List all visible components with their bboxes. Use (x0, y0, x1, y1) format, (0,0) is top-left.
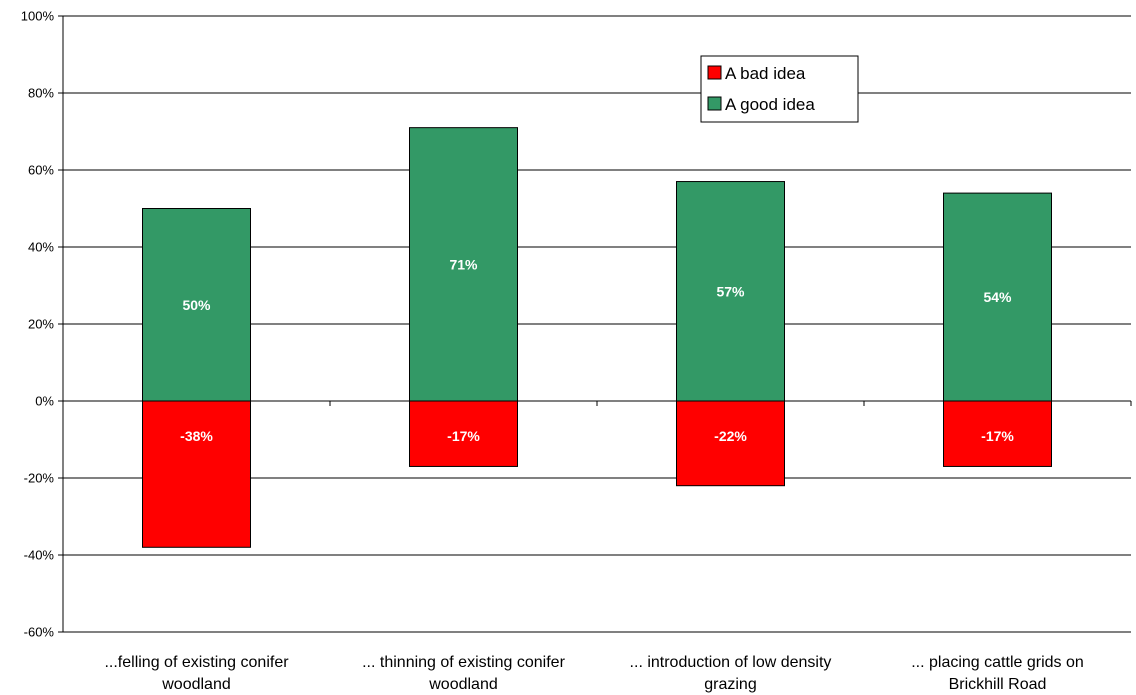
bar-bad-idea (943, 400, 1052, 467)
category-label: woodland (428, 676, 498, 693)
bar-bad-idea (409, 400, 518, 467)
data-label: -38% (180, 428, 213, 444)
labels: -60% -40% -20% 0% 20% 40% 60% 80% 100% -38% -17% -2… (21, 9, 1084, 694)
data-label: 54% (983, 289, 1012, 305)
bar-good-idea (676, 181, 785, 402)
legend: A bad idea A good idea (700, 55, 859, 123)
bar-good-idea (142, 208, 251, 402)
bar-good-idea (943, 192, 1052, 402)
category-label: Brickhill Road (949, 676, 1047, 693)
category-label: woodland (161, 676, 231, 693)
legend-swatch-bad-idea (707, 65, 722, 80)
y-tick-label: -60% (24, 625, 55, 640)
category-label: ...felling of existing conifer (104, 654, 289, 671)
data-label: -17% (981, 428, 1014, 444)
data-label: -22% (714, 428, 747, 444)
y-tick-label: 80% (28, 86, 54, 101)
axes (58, 15, 1132, 633)
bars (142, 127, 1052, 548)
y-tick-label: -40% (24, 548, 55, 563)
data-label: 71% (449, 256, 478, 272)
y-tick-label: 100% (21, 9, 55, 24)
legend-label: A bad idea (725, 64, 806, 83)
y-tick-label: 60% (28, 163, 54, 178)
data-label: -17% (447, 428, 480, 444)
y-tick-label: 20% (28, 317, 54, 332)
y-tick-label: 0% (35, 394, 54, 409)
y-tick-label: -20% (24, 471, 55, 486)
category-label: ... placing cattle grids on (911, 654, 1084, 671)
legend-box (700, 55, 859, 123)
category-label: ... introduction of low density (630, 654, 832, 671)
bar-good-idea (409, 127, 518, 402)
legend-label: A good idea (725, 95, 815, 114)
legend-swatch-good-idea (707, 96, 722, 111)
bar-bad-idea (142, 400, 251, 548)
bar-bad-idea (676, 400, 785, 487)
data-label: 50% (182, 297, 211, 313)
data-label: 57% (716, 283, 745, 299)
category-label: grazing (704, 676, 756, 693)
category-label: ... thinning of existing conifer (362, 654, 565, 671)
y-tick-label: 40% (28, 240, 54, 255)
